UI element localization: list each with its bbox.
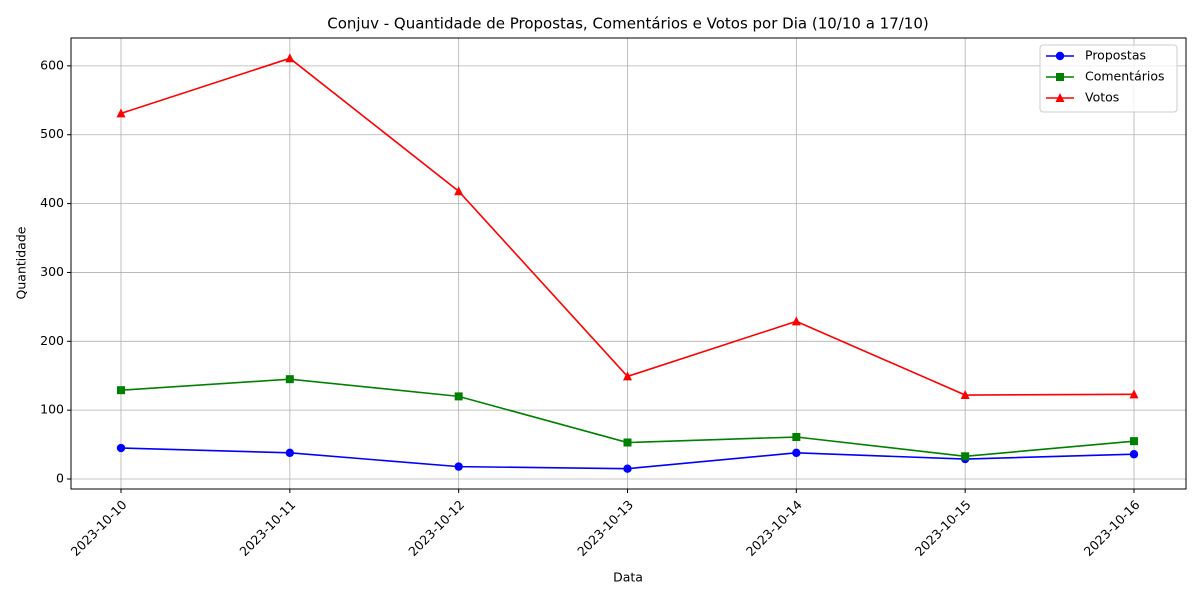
marker [454,392,463,401]
legend-label: Comentários [1085,69,1165,84]
y-tick-label: 0 [56,471,64,486]
legend-label: Propostas [1085,48,1146,63]
x-axis-label: Data [613,570,643,585]
y-axis-label: Quantidade [14,226,29,299]
marker [960,390,970,400]
marker [454,186,464,196]
legend-label: Votos [1085,90,1119,105]
y-tick-label: 600 [40,57,64,72]
marker [1129,389,1139,399]
marker [285,375,294,384]
marker [961,452,970,461]
marker [623,464,632,473]
marker [1129,450,1139,459]
marker [116,443,126,453]
marker [623,371,632,381]
x-tick-label: 2023-10-15 [912,497,974,559]
marker [792,433,801,442]
marker [792,448,801,458]
y-tick-label: 400 [40,195,64,210]
x-tick-label: 2023-10-16 [1081,497,1143,559]
marker [116,108,126,118]
marker [285,53,295,63]
marker [623,438,632,447]
marker [1130,437,1138,446]
marker [117,386,125,395]
plot-frame [70,37,1187,490]
x-tick-label: 2023-10-12 [405,497,467,559]
marker [454,462,463,471]
x-tick-label: 2023-10-14 [743,497,805,559]
marker [1056,73,1064,81]
x-tick-label: 2023-10-11 [236,497,298,559]
marker [1055,51,1065,61]
y-tick-label: 300 [40,264,64,279]
legend-box [1039,44,1178,113]
marker [1055,93,1065,102]
x-tick-label: 2023-10-10 [68,497,130,559]
y-tick-label: 100 [40,402,64,417]
marker [285,448,295,458]
marker [791,316,801,326]
y-tick-label: 500 [40,126,64,141]
x-tick-label: 2023-10-13 [574,497,636,559]
y-tick-label: 200 [40,333,64,348]
chart-title: Conjuv - Quantidade de Propostas, Coment… [327,15,928,33]
